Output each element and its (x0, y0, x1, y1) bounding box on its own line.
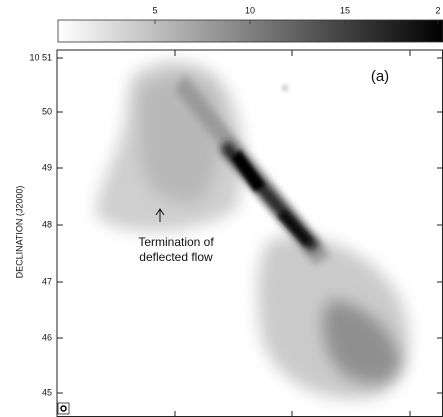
y-tick-label: 47 (42, 276, 52, 286)
beam-box (57, 402, 70, 415)
y-axis-label: DECLINATION (J2000) (14, 186, 24, 279)
y-tick-label: 48 (42, 219, 52, 229)
annotation-line: Termination of (138, 235, 214, 249)
radio-image (57, 50, 443, 417)
y-tick-label: 46 (42, 332, 52, 342)
colorbar-tick-label: 5 (152, 5, 157, 15)
beam (60, 405, 67, 412)
y-ticks: 10 51 50 49 48 47 46 45 (29, 52, 443, 397)
annotation-line: deflected flow (139, 250, 213, 264)
y-tick-label: 50 (42, 106, 52, 116)
y-tick-label: 45 (42, 387, 52, 397)
colorbar (57, 19, 443, 43)
colorbar-tick-label: 15 (340, 5, 350, 15)
x-ticks (174, 50, 411, 417)
y-tick-label: 10 51 (29, 52, 52, 62)
panel-label: (a) (371, 68, 389, 85)
arrow-head (155, 208, 165, 216)
y-tick-label: 49 (42, 162, 52, 172)
colorbar-ticks: 5 10 15 2 (152, 5, 441, 24)
colorbar-tick-label: 10 (245, 5, 255, 15)
colorbar-tick-label: 2 (435, 5, 440, 15)
